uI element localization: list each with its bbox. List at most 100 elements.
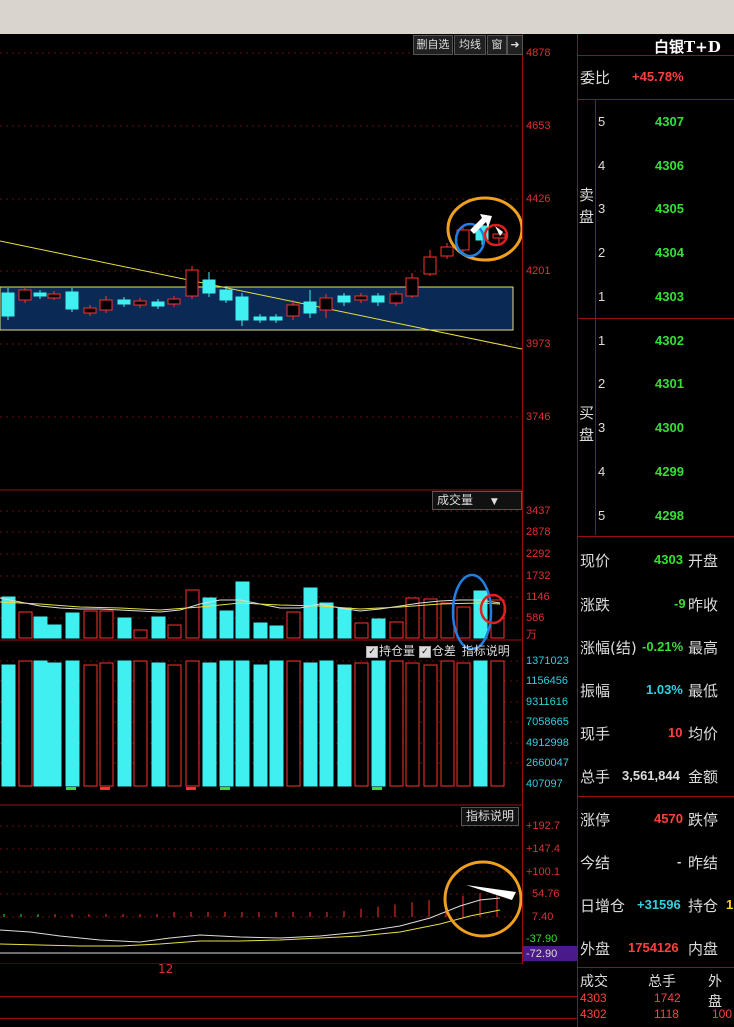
indicator-help-button[interactable]: 指标说明 bbox=[461, 807, 520, 826]
sell-level: 2 bbox=[598, 245, 606, 260]
xianjia-label: 现价 bbox=[580, 552, 611, 570]
buy-level: 1 bbox=[598, 333, 606, 348]
volume-bar bbox=[133, 629, 148, 639]
volume-bar bbox=[456, 606, 471, 639]
position-bar bbox=[99, 662, 114, 787]
zhangfu-label: 涨幅(结) bbox=[580, 639, 637, 657]
checkbox-icon: ✓ bbox=[366, 645, 378, 658]
zongshou-value: 3,561,844 bbox=[622, 768, 680, 783]
zuojie-label: 昨结 bbox=[688, 854, 719, 872]
volume-bar bbox=[354, 622, 369, 639]
exit-arrow-icon[interactable]: ➜ bbox=[507, 35, 523, 55]
volume-bar bbox=[99, 610, 114, 639]
volume-bar bbox=[65, 612, 80, 639]
position-diff-mark bbox=[220, 787, 230, 790]
indicator-line-white bbox=[0, 897, 501, 943]
indicator-line-yellow bbox=[0, 909, 501, 947]
trade-price: 4302 bbox=[580, 1007, 607, 1021]
position-bar bbox=[133, 660, 148, 787]
candle bbox=[337, 293, 351, 306]
position-bar bbox=[47, 662, 62, 787]
candle bbox=[371, 293, 385, 306]
volume-bar bbox=[389, 621, 404, 639]
price-axis bbox=[522, 34, 578, 964]
blue-circle-price bbox=[454, 222, 486, 258]
buy-level: 3 bbox=[598, 420, 606, 435]
candle bbox=[83, 305, 97, 316]
indicator-tick: +100.1 bbox=[526, 866, 560, 878]
trades-header-outer: 外盘 bbox=[708, 974, 722, 1010]
candle bbox=[253, 314, 267, 323]
position-bar bbox=[490, 660, 505, 787]
sell-price: 4304 bbox=[655, 245, 684, 260]
position-bar bbox=[269, 660, 284, 787]
volume-bar bbox=[405, 597, 420, 639]
price-tick: 4426 bbox=[526, 193, 551, 205]
position-diff-mark bbox=[66, 787, 76, 790]
buy-price: 4298 bbox=[655, 508, 684, 523]
indicator-current-box bbox=[523, 946, 577, 961]
open-label: 开盘 bbox=[688, 552, 719, 570]
trade-outer: 100 bbox=[712, 1007, 733, 1021]
zhangting-value: 4570 bbox=[654, 811, 683, 826]
volume-bar bbox=[1, 596, 16, 639]
waipan-value: 1754126 bbox=[628, 940, 679, 955]
legend-item-diff[interactable]: ✓ 仓差 bbox=[418, 644, 456, 658]
volume-bar bbox=[219, 610, 234, 639]
trend-line bbox=[0, 240, 522, 350]
chicang-value: 1 bbox=[726, 897, 734, 912]
position-bar bbox=[354, 662, 369, 787]
red-circle-volume bbox=[479, 593, 507, 625]
position-diff-mark bbox=[100, 787, 110, 790]
zhangting-label: 涨停 bbox=[580, 811, 611, 829]
price-gridlines bbox=[0, 52, 522, 918]
buy-level: 5 bbox=[598, 508, 606, 523]
sell-level: 3 bbox=[598, 201, 606, 216]
buy-level: 4 bbox=[598, 464, 606, 479]
indicator-help-link[interactable]: 指标说明 bbox=[461, 644, 510, 658]
prev-close-label: 昨收 bbox=[688, 596, 719, 614]
volume-panel-selector[interactable]: 成交量 ▼ bbox=[432, 491, 522, 510]
zhangfu-value: -0.21% bbox=[642, 639, 684, 654]
amount-label: 金额 bbox=[688, 768, 719, 786]
kline-chart[interactable] bbox=[0, 34, 522, 964]
volume-bar bbox=[33, 616, 48, 639]
position-tick: 7058665 bbox=[526, 716, 569, 728]
sell-level: 1 bbox=[598, 289, 606, 304]
remove-favorite-button[interactable]: 删自选 bbox=[413, 35, 453, 55]
sell-price: 4307 bbox=[655, 114, 684, 129]
volume-unit: 万 bbox=[526, 629, 537, 641]
candle bbox=[405, 273, 419, 298]
candle bbox=[167, 296, 181, 307]
position-bar bbox=[303, 662, 318, 787]
price-tick: 4201 bbox=[526, 265, 551, 277]
window-button[interactable]: 窗 bbox=[487, 35, 507, 55]
position-bar bbox=[456, 662, 471, 787]
volume-bar bbox=[253, 622, 268, 639]
legend-item-position[interactable]: ✓ 持仓量 bbox=[366, 644, 415, 658]
sell-level: 4 bbox=[598, 158, 606, 173]
position-tick: 4912998 bbox=[526, 737, 569, 749]
orange-circle-price bbox=[446, 196, 522, 262]
xianshou-label: 现手 bbox=[580, 725, 611, 743]
candle bbox=[235, 293, 249, 326]
volume-bar bbox=[269, 625, 284, 639]
indicator-bars bbox=[3, 891, 498, 917]
candle bbox=[65, 288, 79, 312]
moving-average-button[interactable]: 均线 bbox=[454, 35, 486, 55]
price-tick: 4878 bbox=[526, 47, 551, 59]
volume-tick: 3437 bbox=[526, 505, 551, 517]
symbol-title: 白银T+D bbox=[654, 38, 721, 56]
volume-bar bbox=[117, 617, 132, 639]
position-bar bbox=[83, 664, 98, 787]
volume-tick: 2878 bbox=[526, 526, 551, 538]
candle bbox=[185, 266, 199, 299]
volume-bar bbox=[235, 581, 250, 639]
volume-bar bbox=[303, 587, 318, 639]
price-tick: 3973 bbox=[526, 338, 551, 350]
zhenfu-label: 振幅 bbox=[580, 682, 611, 700]
indicator-tick: +147.4 bbox=[526, 843, 560, 855]
candle bbox=[269, 314, 283, 323]
volume-bar bbox=[18, 611, 33, 639]
candle bbox=[440, 243, 454, 259]
